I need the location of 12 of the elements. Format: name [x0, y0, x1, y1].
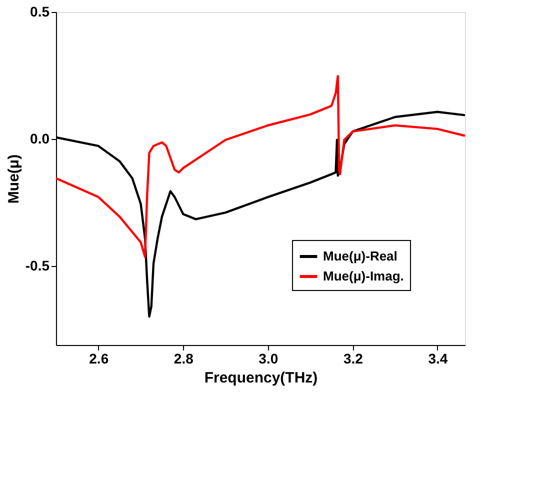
- x-tick-label: 2.6: [89, 350, 109, 366]
- legend-label: Mue(μ)-Real: [323, 248, 398, 264]
- y-tick-label: -0.5: [25, 258, 50, 274]
- y-axis-title: Mue(μ): [5, 154, 22, 204]
- legend-label: Mue(μ)-Imag.: [323, 268, 404, 284]
- x-axis-title: Frequency(THz): [204, 370, 318, 386]
- y-tick-label: 0.5: [30, 4, 50, 20]
- y-tick-label: 0.0: [30, 130, 50, 147]
- x-tick-label: 3.0: [258, 350, 278, 366]
- x-tick-label: 2.8: [174, 350, 194, 366]
- x-tick-label: 3.4: [428, 350, 448, 366]
- x-tick-label: 3.2: [343, 350, 364, 366]
